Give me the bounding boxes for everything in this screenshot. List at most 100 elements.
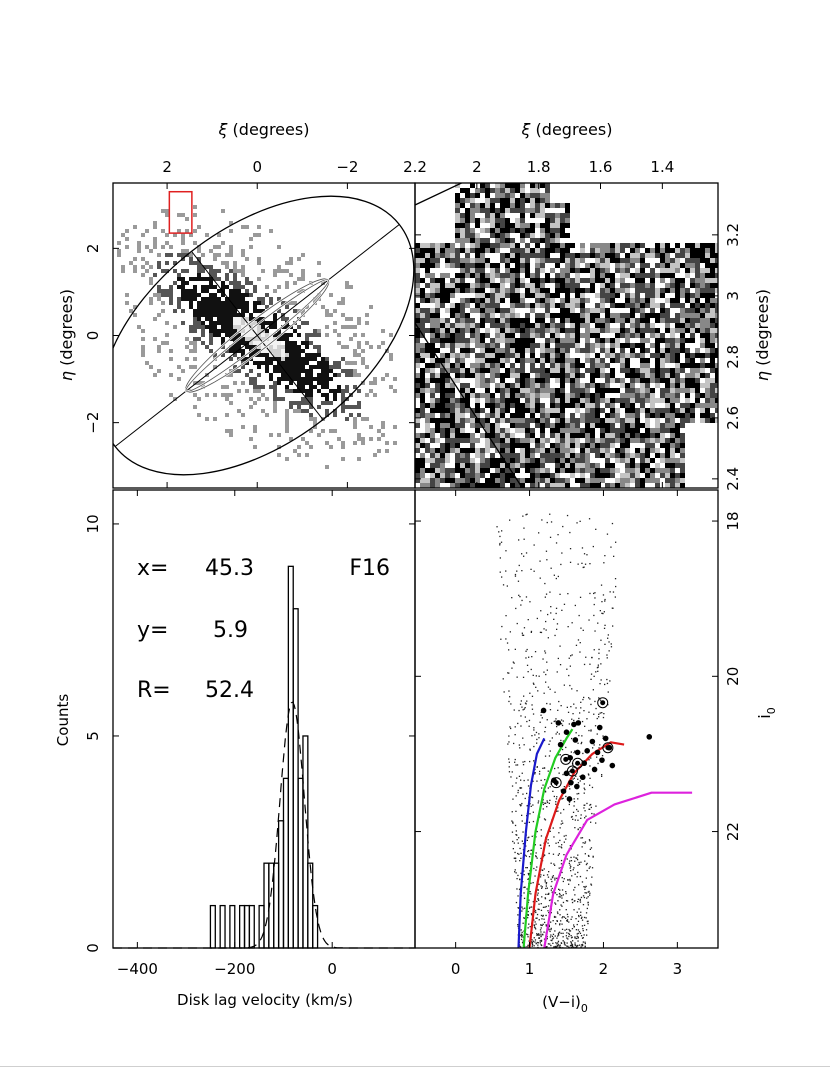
density-pixel bbox=[690, 298, 695, 303]
density-pixel bbox=[495, 463, 500, 468]
density-pixel bbox=[485, 413, 490, 418]
density-pixel bbox=[189, 297, 193, 301]
density-pixel bbox=[189, 329, 193, 333]
density-pixel bbox=[425, 483, 430, 488]
density-pixel bbox=[233, 301, 237, 305]
density-pixel bbox=[605, 268, 610, 273]
density-pixel bbox=[455, 313, 460, 318]
field-star-dot bbox=[535, 928, 537, 930]
density-pixel bbox=[690, 338, 695, 343]
density-pixel bbox=[570, 413, 575, 418]
density-pixel bbox=[530, 193, 535, 198]
density-pixel bbox=[233, 289, 237, 293]
overview-x-axis-label: ξ (degrees) bbox=[218, 120, 310, 139]
density-pixel bbox=[505, 453, 510, 458]
density-pixel bbox=[565, 423, 570, 428]
density-pixel bbox=[465, 383, 470, 388]
density-pixel bbox=[285, 365, 289, 369]
density-pixel bbox=[565, 343, 570, 348]
field-star-dot bbox=[581, 881, 584, 883]
density-pixel bbox=[680, 363, 685, 368]
field-star-dot bbox=[559, 889, 561, 891]
density-pixel bbox=[625, 333, 630, 338]
density-pixel bbox=[705, 413, 710, 418]
field-star-dot bbox=[524, 907, 526, 909]
density-pixel bbox=[293, 345, 297, 349]
density-pixel bbox=[665, 423, 670, 428]
density-pixel bbox=[333, 429, 337, 433]
density-pixel bbox=[580, 373, 585, 378]
density-pixel bbox=[670, 348, 675, 353]
field-star-dot bbox=[591, 876, 593, 878]
overview-y-tick-label: 0 bbox=[84, 331, 102, 341]
field-star-dot bbox=[547, 910, 549, 912]
density-pixel bbox=[535, 273, 540, 278]
field-star-dot bbox=[545, 802, 547, 804]
density-pixel bbox=[205, 289, 209, 293]
density-pixel bbox=[560, 278, 565, 283]
density-pixel bbox=[460, 283, 465, 288]
field-star-dot bbox=[562, 740, 564, 742]
field-star-dot bbox=[573, 805, 575, 807]
density-pixel bbox=[480, 423, 485, 428]
density-pixel bbox=[610, 428, 615, 433]
field-star-dot bbox=[544, 854, 546, 856]
density-pixel bbox=[269, 353, 273, 357]
density-pixel bbox=[600, 258, 605, 263]
density-pixel bbox=[161, 341, 165, 345]
density-pixel bbox=[415, 448, 420, 453]
density-pixel bbox=[241, 225, 245, 229]
density-pixel bbox=[680, 343, 685, 348]
field-star-dot bbox=[557, 534, 559, 536]
density-pixel bbox=[690, 353, 695, 358]
density-pixel bbox=[550, 228, 555, 233]
density-pixel bbox=[455, 368, 460, 373]
density-pixel bbox=[480, 293, 485, 298]
density-pixel bbox=[333, 389, 337, 393]
field-star-dot bbox=[563, 808, 565, 811]
density-pixel bbox=[515, 273, 520, 278]
field-star-dot bbox=[579, 780, 581, 782]
field-star-dot bbox=[579, 775, 581, 777]
field-star-dot bbox=[546, 702, 548, 705]
density-pixel bbox=[535, 378, 540, 383]
density-pixel bbox=[425, 388, 430, 393]
field-star-dot bbox=[563, 841, 565, 843]
density-pixel bbox=[213, 257, 217, 261]
density-pixel bbox=[640, 263, 645, 268]
density-pixel bbox=[645, 398, 650, 403]
density-pixel bbox=[585, 348, 590, 353]
field-star-dot bbox=[527, 944, 529, 946]
density-pixel bbox=[505, 338, 510, 343]
density-pixel bbox=[525, 383, 530, 388]
field-star-dot bbox=[524, 716, 526, 718]
density-pixel bbox=[460, 303, 465, 308]
field-star-dot bbox=[572, 767, 574, 769]
density-pixel bbox=[317, 377, 321, 381]
density-pixel bbox=[237, 325, 241, 329]
density-pixel bbox=[157, 369, 161, 373]
density-pixel bbox=[189, 293, 193, 297]
field-star-dot bbox=[550, 944, 552, 947]
density-pixel bbox=[705, 328, 710, 333]
field-star-dot bbox=[518, 888, 521, 891]
field-star-dot bbox=[589, 840, 591, 842]
density-pixel bbox=[470, 333, 475, 338]
density-pixel bbox=[595, 483, 600, 488]
density-pixel bbox=[465, 338, 470, 343]
density-pixel bbox=[665, 378, 670, 383]
density-pixel bbox=[500, 393, 505, 398]
density-pixel bbox=[540, 388, 545, 393]
density-pixel bbox=[480, 268, 485, 273]
field-star-dot bbox=[523, 779, 525, 782]
density-pixel bbox=[460, 408, 465, 413]
density-pixel bbox=[209, 301, 213, 305]
density-pixel bbox=[301, 365, 305, 369]
density-pixel bbox=[515, 348, 520, 353]
density-pixel bbox=[545, 368, 550, 373]
density-pixel bbox=[625, 318, 630, 323]
density-pixel bbox=[580, 483, 585, 488]
field-star-dot bbox=[532, 882, 534, 884]
density-pixel bbox=[500, 293, 505, 298]
density-pixel bbox=[181, 281, 185, 285]
